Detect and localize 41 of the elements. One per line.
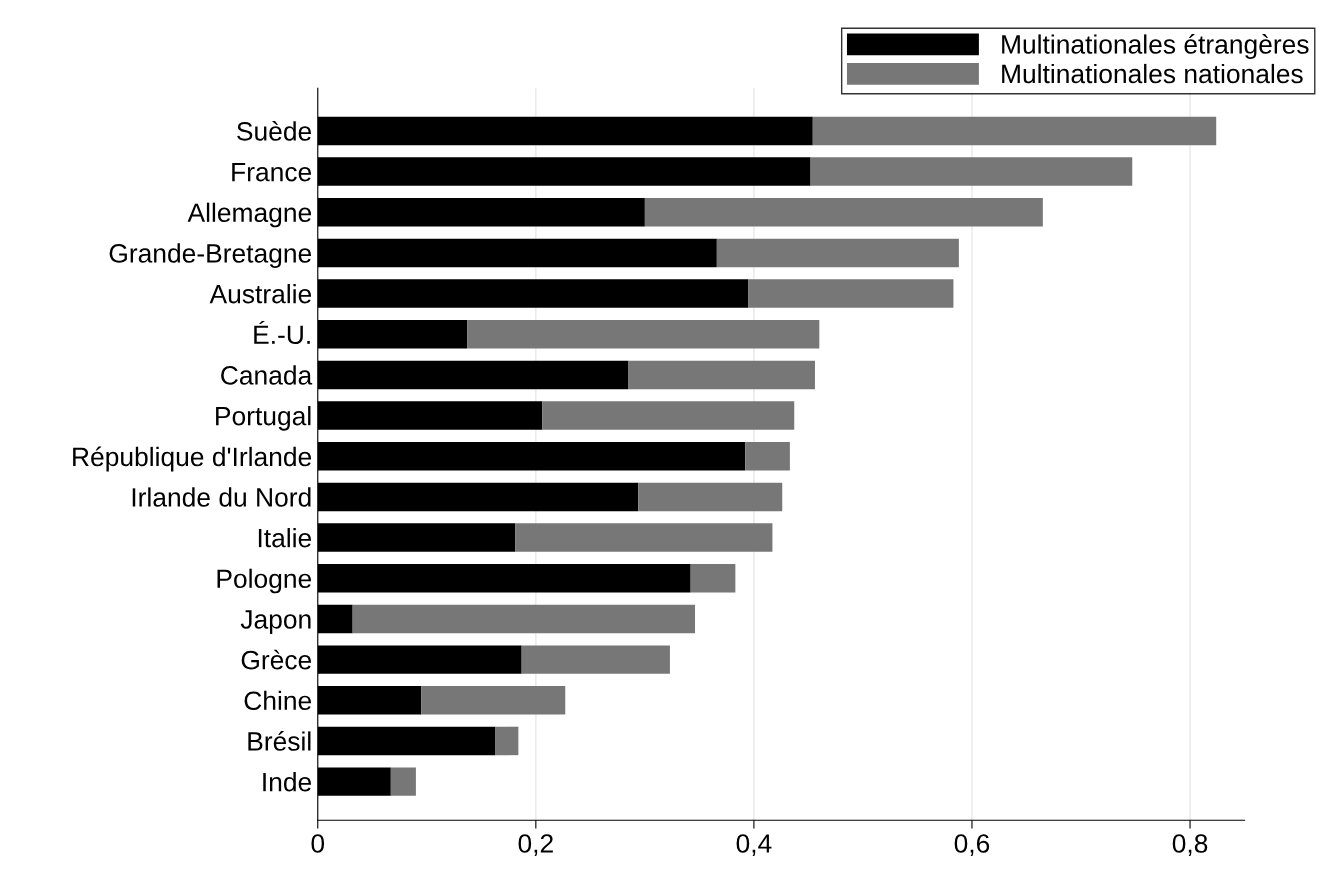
bar [495,726,519,756]
legend-label: Multinationales étrangères [1002,34,1309,59]
y-tick-label: Irlande du Nord [132,487,311,507]
x-tick-label: 0,6 [954,834,990,856]
bar [515,523,773,552]
bar [467,320,820,349]
y-tick-label: Australie [209,284,312,304]
x-tick-label: 0,8 [1172,834,1208,856]
bar [690,564,736,593]
bar [810,157,1133,186]
y-tick-label: Grande-Bretagne [109,243,312,268]
bar [638,482,783,512]
y-tick-label: Chine [244,690,312,711]
y-tick-label: Brésil [248,731,311,751]
x-tick-label: 0,4 [736,834,772,856]
y-tick-label: Japon [240,610,311,634]
bar [716,238,959,268]
y-tick-label: Suède [237,121,312,141]
y-tick-label: France [232,162,312,182]
y-tick-label: République d'Irlande [73,446,312,472]
bar [745,442,790,471]
bar [644,198,1043,227]
bar [521,645,670,674]
y-tick-label: Inde [263,772,312,792]
bar [628,360,815,390]
y-tick-label: Grèce [241,649,312,670]
bar [812,116,1217,146]
y-tick-label: Allemagne [187,202,312,228]
bar [748,279,954,308]
bar [352,604,696,634]
y-tick-label: Portugal [216,406,311,431]
x-tick-label: 0,2 [518,834,553,856]
bar [390,767,416,796]
y-tick-label: Canada [221,365,313,385]
legend-label: Multinationales nationales [1002,63,1303,84]
bar [542,401,795,430]
y-tick-label: Italie [258,528,312,548]
x-tick-label: 0 [311,834,325,853]
y-tick-label: Pologne [217,568,312,594]
y-tick-label: É.-U. [254,320,310,345]
bar [421,686,566,715]
